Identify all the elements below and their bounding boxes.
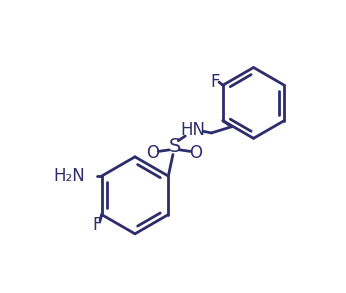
Text: HN: HN	[181, 121, 206, 139]
Text: F: F	[92, 216, 102, 234]
Text: H₂N: H₂N	[53, 167, 85, 185]
Text: O: O	[146, 144, 160, 162]
Text: O: O	[190, 144, 202, 162]
Text: S: S	[168, 137, 181, 156]
Text: F: F	[210, 73, 220, 91]
